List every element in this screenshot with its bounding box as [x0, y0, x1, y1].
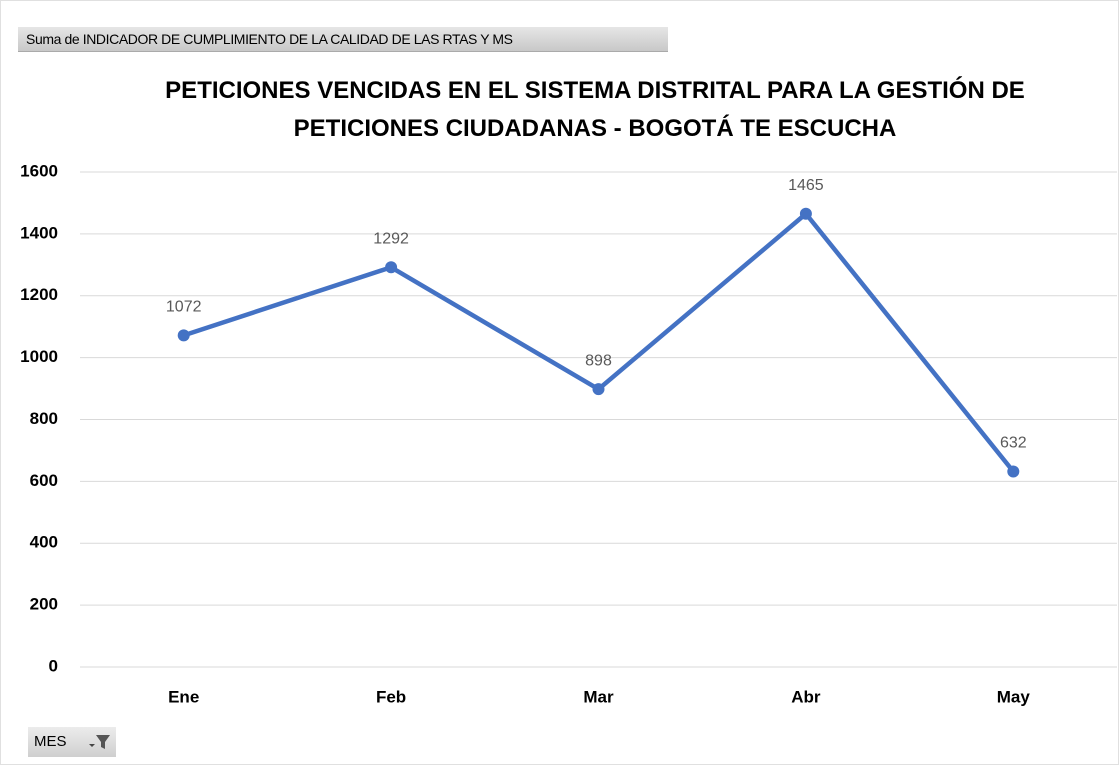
axis-field-label: MES [34, 733, 67, 750]
chart-title: PETICIONES VENCIDAS EN EL SISTEMA DISTRI… [165, 77, 1025, 142]
y-tick-label: 1600 [20, 161, 58, 180]
data-label: 632 [1000, 435, 1027, 452]
y-tick-label: 0 [49, 656, 58, 675]
value-field-button[interactable]: Suma de INDICADOR DE CUMPLIMIENTO DE LA … [18, 27, 668, 52]
marker [385, 261, 398, 274]
x-tick-label: Mar [583, 687, 614, 706]
y-tick-label: 400 [30, 533, 58, 552]
x-tick-label: Ene [168, 687, 199, 706]
data-label: 1072 [166, 299, 202, 316]
data-label: 898 [585, 352, 612, 369]
y-tick-label: 600 [30, 471, 58, 490]
marker [177, 329, 190, 342]
data-label: 1292 [373, 231, 409, 248]
x-tick-label: Abr [791, 687, 821, 706]
y-tick-label: 1400 [20, 223, 58, 242]
x-tick-label: Feb [376, 687, 406, 706]
y-tick-label: 1000 [20, 347, 58, 366]
marker [592, 383, 605, 396]
filter-icon [89, 735, 110, 749]
marker [1007, 465, 1020, 478]
y-tick-label: 800 [30, 409, 58, 428]
line [181, 211, 1016, 474]
axis-field-button[interactable]: MES [28, 727, 116, 757]
y-tick-label: 1200 [20, 285, 58, 304]
x-tick-label: May [997, 687, 1031, 706]
y-tick-label: 200 [30, 595, 58, 614]
data-label: 1465 [788, 177, 824, 194]
marker [799, 207, 812, 220]
